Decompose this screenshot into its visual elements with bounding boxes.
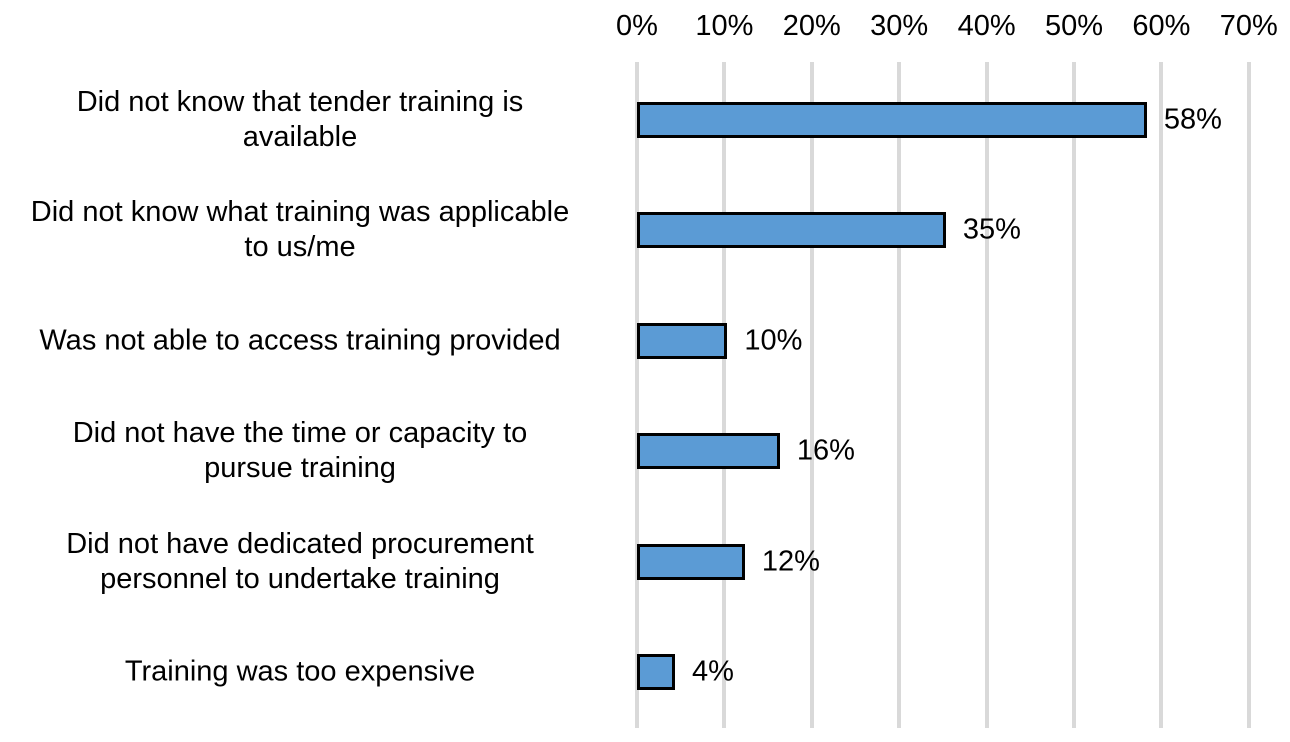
category-label-line1: Did not have dedicated procurement — [66, 527, 534, 560]
category-label-line1: Was not able to access training provided — [39, 324, 561, 357]
bar — [637, 654, 675, 690]
data-label: 16% — [796, 434, 855, 467]
x-tick-label: 60% — [1132, 10, 1191, 42]
category-label-line1: Training was too expensive — [124, 655, 476, 688]
category-label-line2: to us/me — [244, 231, 356, 264]
x-tick-label: 70% — [1219, 10, 1278, 42]
x-tick-label: 50% — [1044, 10, 1104, 42]
gridline — [1159, 62, 1164, 728]
category-label-line2: available — [242, 121, 358, 153]
data-label: 10% — [744, 324, 803, 357]
category-label-line1: Did not know what training was applicabl… — [30, 196, 570, 229]
x-tick-label: 0% — [616, 10, 658, 42]
category-label: Did not know that tender training is avai… — [0, 85, 610, 155]
category-label-line1: Did not know that tender training is — [76, 86, 524, 118]
category-label-line2: pursue training — [204, 452, 396, 485]
category-label-line1: Did not have the time or capacity to — [72, 417, 528, 450]
category-label: Training was too expensive — [0, 655, 610, 690]
data-label: 12% — [761, 545, 820, 578]
gridline — [1072, 62, 1076, 728]
gridline — [809, 62, 814, 728]
category-label: Did not know what training was applicabl… — [0, 195, 610, 265]
x-tick-label: 40% — [957, 10, 1016, 42]
category-label-line2: personnel to undertake training — [100, 562, 500, 595]
category-label: Did not have the time or capacity to purs… — [0, 416, 610, 486]
category-label: Was not able to access training provided — [0, 323, 610, 358]
x-tick-label: 20% — [782, 10, 841, 42]
data-label: 4% — [691, 655, 734, 688]
gridline — [635, 62, 639, 728]
bar — [637, 212, 946, 249]
gridline — [722, 62, 727, 728]
gridline — [984, 62, 989, 728]
x-tick-label: 30% — [870, 10, 929, 42]
data-label: 35% — [962, 213, 1021, 246]
bar — [637, 543, 745, 580]
gridline — [897, 62, 902, 728]
category-label: Did not have dedicated procurement person… — [0, 527, 610, 597]
gridline — [1246, 62, 1251, 728]
bar — [637, 102, 1147, 138]
bar — [637, 433, 780, 470]
bar — [637, 322, 728, 359]
x-tick-label: 10% — [695, 10, 754, 42]
data-label: 58% — [1163, 103, 1222, 136]
